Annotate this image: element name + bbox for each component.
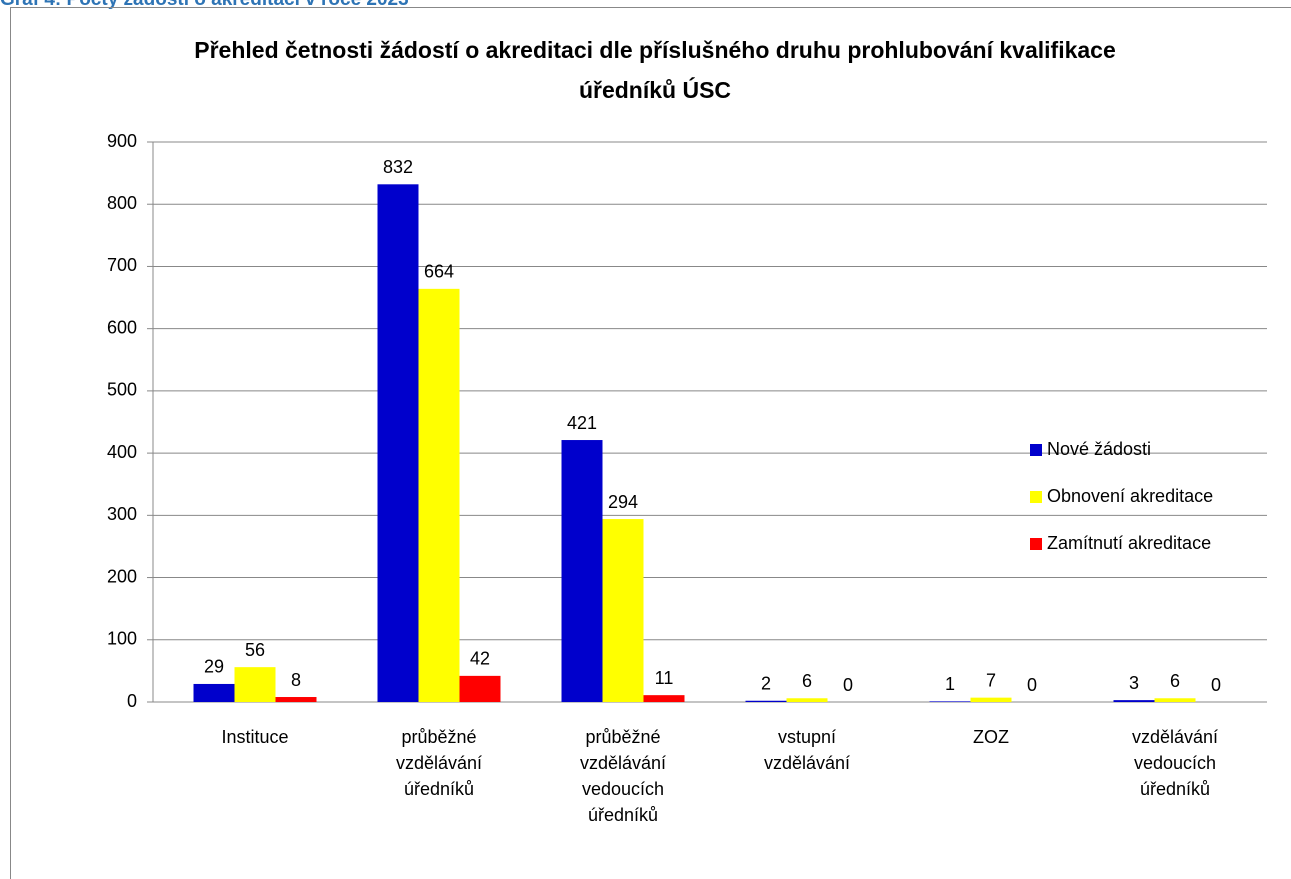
- y-tick-label: 800: [107, 193, 137, 213]
- bar: [561, 440, 603, 702]
- y-tick-label: 300: [107, 504, 137, 524]
- x-tick-label: průběžné vzdělávání úředníků: [395, 727, 483, 799]
- y-tick-label: 500: [107, 380, 137, 400]
- y-tick-label: 600: [107, 317, 137, 337]
- y-tick-label: 200: [107, 566, 137, 586]
- y-tick-label: 400: [107, 442, 137, 462]
- y-tick-label: 900: [107, 131, 137, 151]
- bar: [1113, 700, 1155, 702]
- data-label: 2: [761, 674, 771, 694]
- data-label: 0: [1211, 675, 1221, 695]
- data-label: 6: [802, 671, 812, 691]
- legend-label: Nové žádosti: [1047, 439, 1151, 459]
- data-label: 6: [1170, 671, 1180, 691]
- data-label: 3: [1129, 673, 1139, 693]
- legend-swatch: [1030, 538, 1042, 550]
- x-tick-label: vzdělávání vedoucích úředníků: [1131, 727, 1219, 799]
- x-tick-label: ZOZ: [973, 727, 1009, 747]
- data-label: 421: [567, 413, 597, 433]
- data-label: 1: [945, 674, 955, 694]
- legend-swatch: [1030, 491, 1042, 503]
- bar: [459, 675, 501, 702]
- x-tick-label: Instituce: [221, 727, 289, 747]
- bar: [275, 697, 317, 702]
- chart-title: Přehled četnosti žádostí o akreditaci dl…: [194, 37, 1116, 103]
- legend-label: Obnovení akreditace: [1047, 486, 1213, 506]
- data-label: 8: [291, 670, 301, 690]
- legend-label: Zamítnutí akreditace: [1047, 533, 1211, 553]
- y-tick-label: 100: [107, 629, 137, 649]
- bar: [602, 519, 644, 702]
- chart-frame: [10, 7, 1291, 879]
- data-label: 294: [608, 492, 638, 512]
- data-label: 0: [843, 675, 853, 695]
- bar: [193, 683, 235, 702]
- bar: [786, 698, 828, 702]
- data-label: 7: [986, 670, 996, 690]
- data-label: 56: [245, 640, 265, 660]
- bar: [643, 695, 685, 702]
- x-tick-label: průběžné vzdělávání vedoucích úředníků: [579, 727, 667, 825]
- bar: [1154, 698, 1196, 702]
- y-tick-label: 0: [127, 691, 137, 711]
- bar: [929, 701, 971, 702]
- data-label: 832: [383, 157, 413, 177]
- legend-swatch: [1030, 444, 1042, 456]
- data-label: 664: [424, 262, 454, 282]
- x-tick-label: vstupní vzdělávání: [763, 727, 851, 773]
- bar: [418, 288, 460, 702]
- bar: [234, 667, 276, 702]
- y-tick-label: 700: [107, 255, 137, 275]
- data-label: 29: [204, 657, 224, 677]
- data-label: 11: [655, 668, 674, 688]
- data-label: 0: [1027, 675, 1037, 695]
- bar: [970, 697, 1012, 702]
- bar: [377, 184, 419, 703]
- caption: Graf 4: Počty žádostí o akreditaci v roc…: [0, 0, 409, 11]
- bar: [745, 700, 787, 702]
- data-label: 42: [470, 649, 490, 669]
